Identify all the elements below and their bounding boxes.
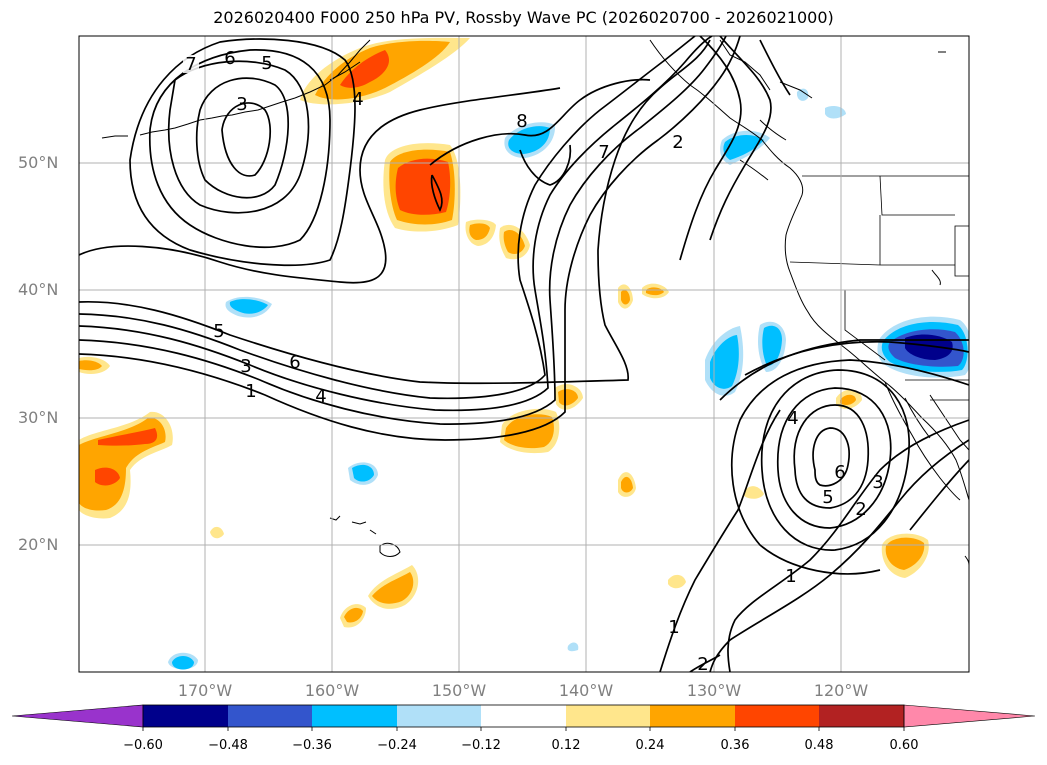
latitude-label: 50°N [18, 153, 59, 172]
longitude-label: 160°W [304, 681, 360, 700]
latitude-label: 20°N [18, 535, 59, 554]
contour-label: 4 [352, 89, 363, 110]
contour-label: 5 [261, 53, 272, 74]
contour-label: 2 [672, 132, 683, 153]
map-frame [78, 35, 970, 673]
contours [79, 36, 969, 672]
contour-label: 8 [516, 111, 527, 132]
colorbar-tick-label: −0.12 [461, 738, 501, 753]
contour-label: 3 [240, 356, 251, 377]
colorbar-swatch [397, 705, 481, 727]
colorbar-swatch [819, 705, 904, 727]
longitude-label: 120°W [813, 681, 869, 700]
contour-label: 5 [213, 321, 224, 342]
colorbar-tick-label: −0.48 [208, 738, 248, 753]
colorbar-swatch [650, 705, 735, 727]
latitude-label: 40°N [18, 280, 59, 299]
contour-label: 6 [834, 462, 845, 483]
contour-label: 1 [785, 566, 796, 587]
contour-label: 1 [668, 617, 679, 638]
contour-label: 1 [245, 381, 256, 402]
negative-pv-anomalies [168, 88, 969, 670]
colorbar-swatch [228, 705, 312, 727]
contour-label: 2 [855, 499, 866, 520]
contour-label: 4 [315, 386, 326, 407]
state-borders [789, 175, 969, 401]
colorbar-swatch [481, 705, 566, 727]
colorbar-tick-label: −0.36 [292, 738, 332, 753]
contour-label: 3 [236, 94, 247, 115]
latitude-label: 30°N [18, 408, 59, 427]
colorbar-tick-label: 0.12 [551, 738, 581, 753]
colorbar-swatch [312, 705, 397, 727]
contour-label: 6 [289, 352, 300, 373]
longitude-label: 170°W [177, 681, 233, 700]
colorbar-tick-label: −0.60 [123, 738, 163, 753]
contour-label: 3 [872, 472, 883, 493]
colorbar [11, 704, 1036, 731]
colorbar-swatch [11, 704, 144, 728]
plot-title: 2026020400 F000 250 hPa PV, Rossby Wave … [213, 8, 834, 27]
colorbar-swatch [566, 705, 650, 727]
colorbar-tick-label: −0.24 [377, 738, 417, 753]
colorbar-swatch [143, 705, 228, 727]
colorbar-tick-label: 0.60 [889, 738, 919, 753]
contour-label: 5 [822, 487, 833, 508]
contour-label: 7 [598, 142, 609, 163]
contour-label: 6 [224, 48, 235, 69]
longitude-label: 140°W [558, 681, 614, 700]
colorbar-tick-label: 0.36 [720, 738, 750, 753]
colorbar-tick-label: 0.24 [635, 738, 665, 753]
longitude-label: 150°W [431, 681, 487, 700]
longitude-label: 130°W [686, 681, 742, 700]
contour-label: 2 [697, 654, 708, 675]
colorbar-tick-label: 0.48 [804, 738, 834, 753]
colorbar-swatch [903, 704, 1036, 728]
contour-label: 4 [787, 408, 798, 429]
coastlines [101, 39, 969, 566]
colorbar-swatch [735, 705, 819, 727]
contour-label: 7 [185, 54, 196, 75]
